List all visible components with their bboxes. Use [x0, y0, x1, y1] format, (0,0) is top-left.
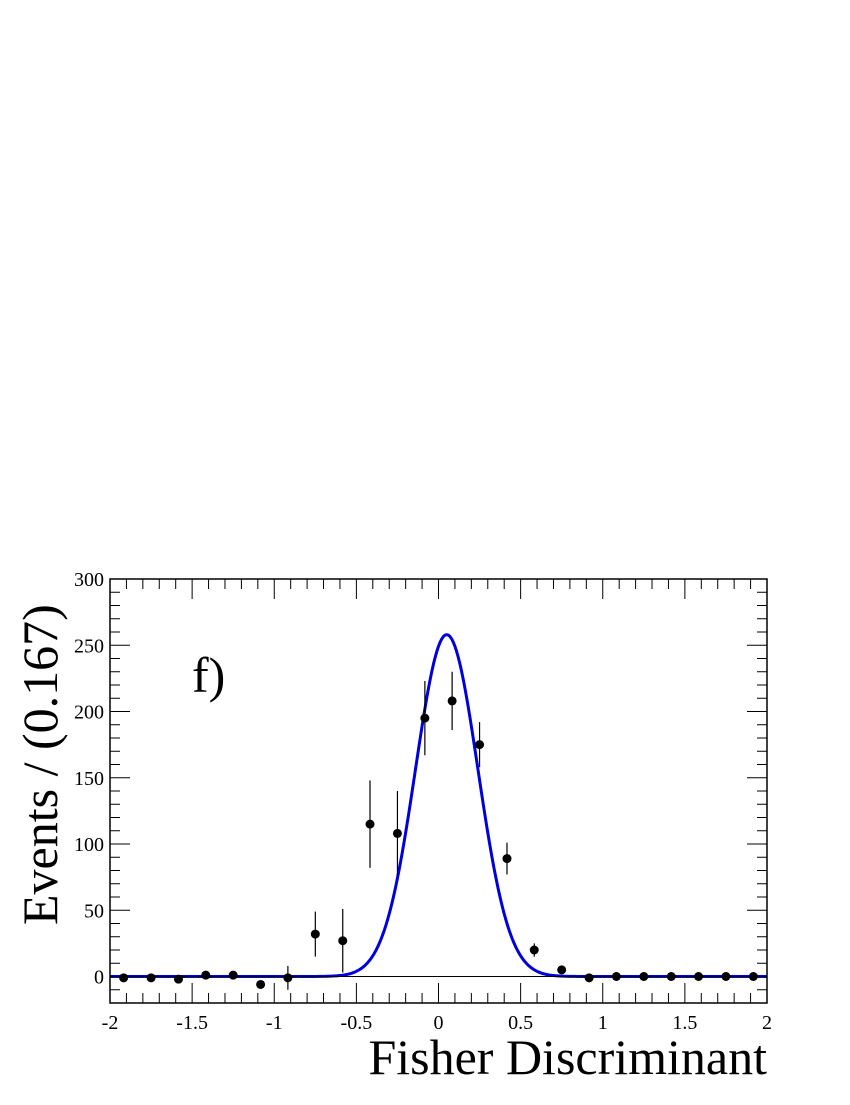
data-point: [447, 696, 457, 706]
data-point: [721, 972, 731, 981]
data-point: [475, 740, 485, 750]
y-tick-label: 50: [84, 900, 104, 922]
data-point: [365, 819, 375, 829]
data-point: [584, 973, 594, 983]
y-tick-label: 200: [74, 702, 104, 724]
x-tick-label: -1: [266, 1012, 283, 1034]
data-point: [557, 965, 567, 975]
data-point: [119, 973, 129, 983]
data-point: [392, 828, 402, 838]
x-axis-title: Fisher Discriminant: [368, 1029, 767, 1085]
data-point: [420, 713, 430, 723]
y-tick-label: 250: [74, 635, 104, 657]
data-point: [256, 979, 266, 989]
panel-label: f): [192, 647, 225, 703]
x-tick-label: 1: [598, 1012, 608, 1034]
data-point: [666, 972, 676, 981]
x-tick-label: 0.5: [508, 1012, 533, 1034]
x-tick-label: -0.5: [341, 1012, 373, 1034]
data-point: [639, 972, 649, 981]
data-point: [201, 970, 211, 980]
y-tick-label: 300: [74, 569, 104, 591]
data-points-group: [119, 671, 758, 990]
data-point: [173, 974, 183, 984]
y-axis-title: Events / (0.167): [12, 604, 68, 925]
x-tick-label: -2: [102, 1012, 119, 1034]
y-tick-label: 0: [94, 967, 104, 989]
data-point: [310, 929, 320, 939]
data-point: [146, 973, 156, 983]
data-point: [502, 854, 512, 864]
x-tick-label: -1.5: [176, 1012, 208, 1034]
data-point: [338, 936, 348, 946]
x-tick-label: 1.5: [672, 1012, 697, 1034]
y-tick-label: 150: [74, 768, 104, 790]
data-point: [611, 972, 621, 981]
x-tick-label: 2: [762, 1012, 772, 1034]
data-point: [283, 973, 293, 983]
data-point: [694, 972, 704, 981]
y-tick-label: 100: [74, 834, 104, 856]
ticks-group: [109, 578, 768, 1004]
data-point: [529, 945, 539, 955]
y-tick-labels-group: 0 50 100 150 200 250 300: [74, 569, 104, 989]
data-point: [228, 970, 238, 980]
x-tick-labels-group: -2 -1.5 -1 -0.5 0 0.5 1 1.5 2: [102, 1012, 772, 1034]
x-tick-label: 0: [434, 1012, 444, 1034]
